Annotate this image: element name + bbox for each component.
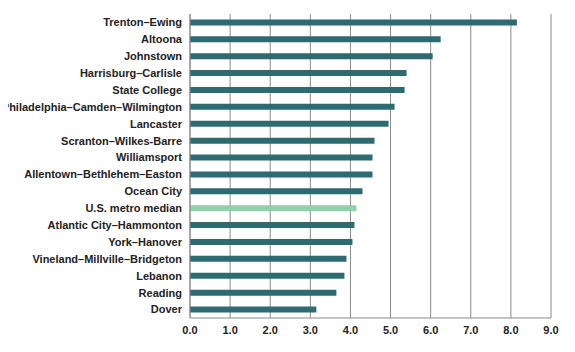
- svg-text:York–Hanover: York–Hanover: [108, 236, 182, 248]
- svg-text:7.0: 7.0: [463, 324, 478, 336]
- svg-text:4.0: 4.0: [343, 324, 358, 336]
- svg-text:Reading: Reading: [139, 287, 182, 299]
- svg-text:1.0: 1.0: [222, 324, 237, 336]
- svg-text:Philadelphia–Camden–Wilmington: Philadelphia–Camden–Wilmington: [8, 101, 182, 113]
- svg-text:State College: State College: [112, 84, 182, 96]
- svg-text:Harrisburg–Carlisle: Harrisburg–Carlisle: [80, 67, 182, 79]
- svg-text:Williamsport: Williamsport: [116, 151, 182, 163]
- svg-text:Johnstown: Johnstown: [124, 50, 182, 62]
- svg-text:Allentown–Bethlehem–Easton: Allentown–Bethlehem–Easton: [24, 168, 182, 180]
- svg-text:Scranton–Wilkes-Barre: Scranton–Wilkes-Barre: [61, 135, 182, 147]
- svg-text:6.0: 6.0: [423, 324, 438, 336]
- svg-text:3.0: 3.0: [303, 324, 318, 336]
- svg-text:Altoona: Altoona: [141, 33, 183, 45]
- svg-text:0.0: 0.0: [182, 324, 197, 336]
- svg-text:8.0: 8.0: [503, 324, 518, 336]
- svg-text:Ocean City: Ocean City: [125, 185, 183, 197]
- svg-text:Vineland–Millville–Bridgeton: Vineland–Millville–Bridgeton: [32, 253, 182, 265]
- svg-text:Trenton–Ewing: Trenton–Ewing: [103, 16, 182, 28]
- svg-text:Lancaster: Lancaster: [130, 118, 183, 130]
- svg-text:Dover: Dover: [151, 303, 183, 315]
- svg-text:Atlantic City–Hammonton: Atlantic City–Hammonton: [48, 219, 183, 231]
- svg-text:Lebanon: Lebanon: [136, 270, 182, 282]
- svg-text:2.0: 2.0: [263, 324, 278, 336]
- svg-text:U.S. metro median: U.S. metro median: [85, 202, 182, 214]
- svg-text:5.0: 5.0: [383, 324, 398, 336]
- svg-text:9.0: 9.0: [543, 324, 558, 336]
